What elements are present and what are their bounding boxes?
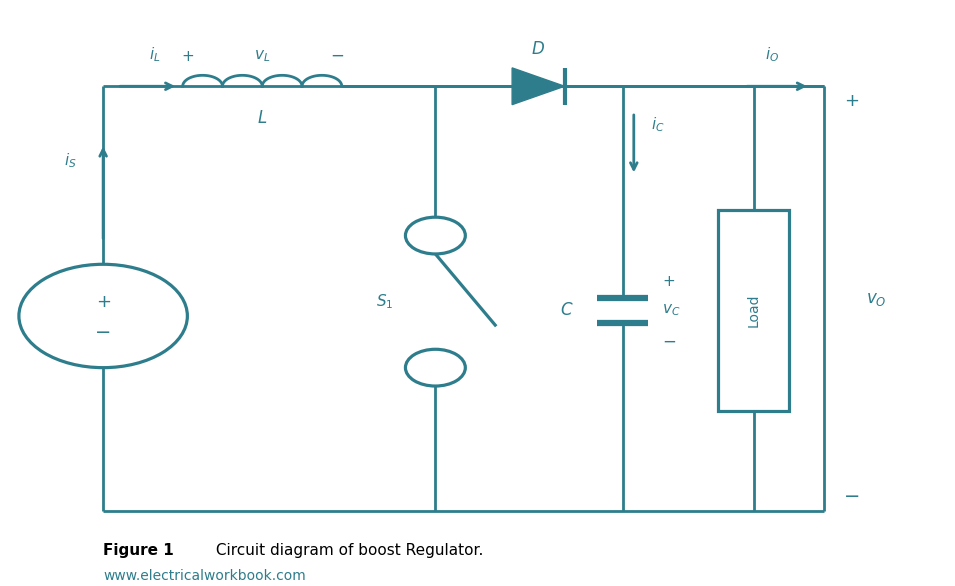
- Text: +: +: [663, 274, 675, 289]
- Text: −: −: [663, 333, 676, 351]
- Text: $v_O$: $v_O$: [866, 289, 886, 308]
- Bar: [718, 210, 789, 411]
- Text: $S_1$: $S_1$: [376, 292, 393, 311]
- Text: Circuit diagram of boost Regulator.: Circuit diagram of boost Regulator.: [211, 543, 483, 558]
- Text: −: −: [95, 322, 112, 342]
- Text: $C$: $C$: [560, 301, 573, 319]
- Text: Figure 1: Figure 1: [103, 543, 174, 558]
- Text: $v_C$: $v_C$: [663, 302, 681, 318]
- Text: −: −: [844, 488, 860, 506]
- Text: $v_L$: $v_L$: [254, 49, 270, 64]
- Text: Load: Load: [747, 294, 760, 327]
- Text: $i_L$: $i_L$: [149, 46, 160, 64]
- Text: +: +: [181, 49, 194, 64]
- Text: +: +: [96, 292, 111, 311]
- Text: $i_S$: $i_S$: [64, 152, 77, 171]
- Text: +: +: [844, 91, 860, 110]
- Text: $D$: $D$: [531, 39, 545, 57]
- Text: $i_O$: $i_O$: [765, 46, 779, 64]
- Text: −: −: [330, 46, 344, 64]
- Polygon shape: [512, 68, 564, 105]
- Text: www.electricalworkbook.com: www.electricalworkbook.com: [103, 569, 306, 583]
- Text: $i_C$: $i_C$: [650, 115, 665, 134]
- Text: $L$: $L$: [257, 109, 267, 127]
